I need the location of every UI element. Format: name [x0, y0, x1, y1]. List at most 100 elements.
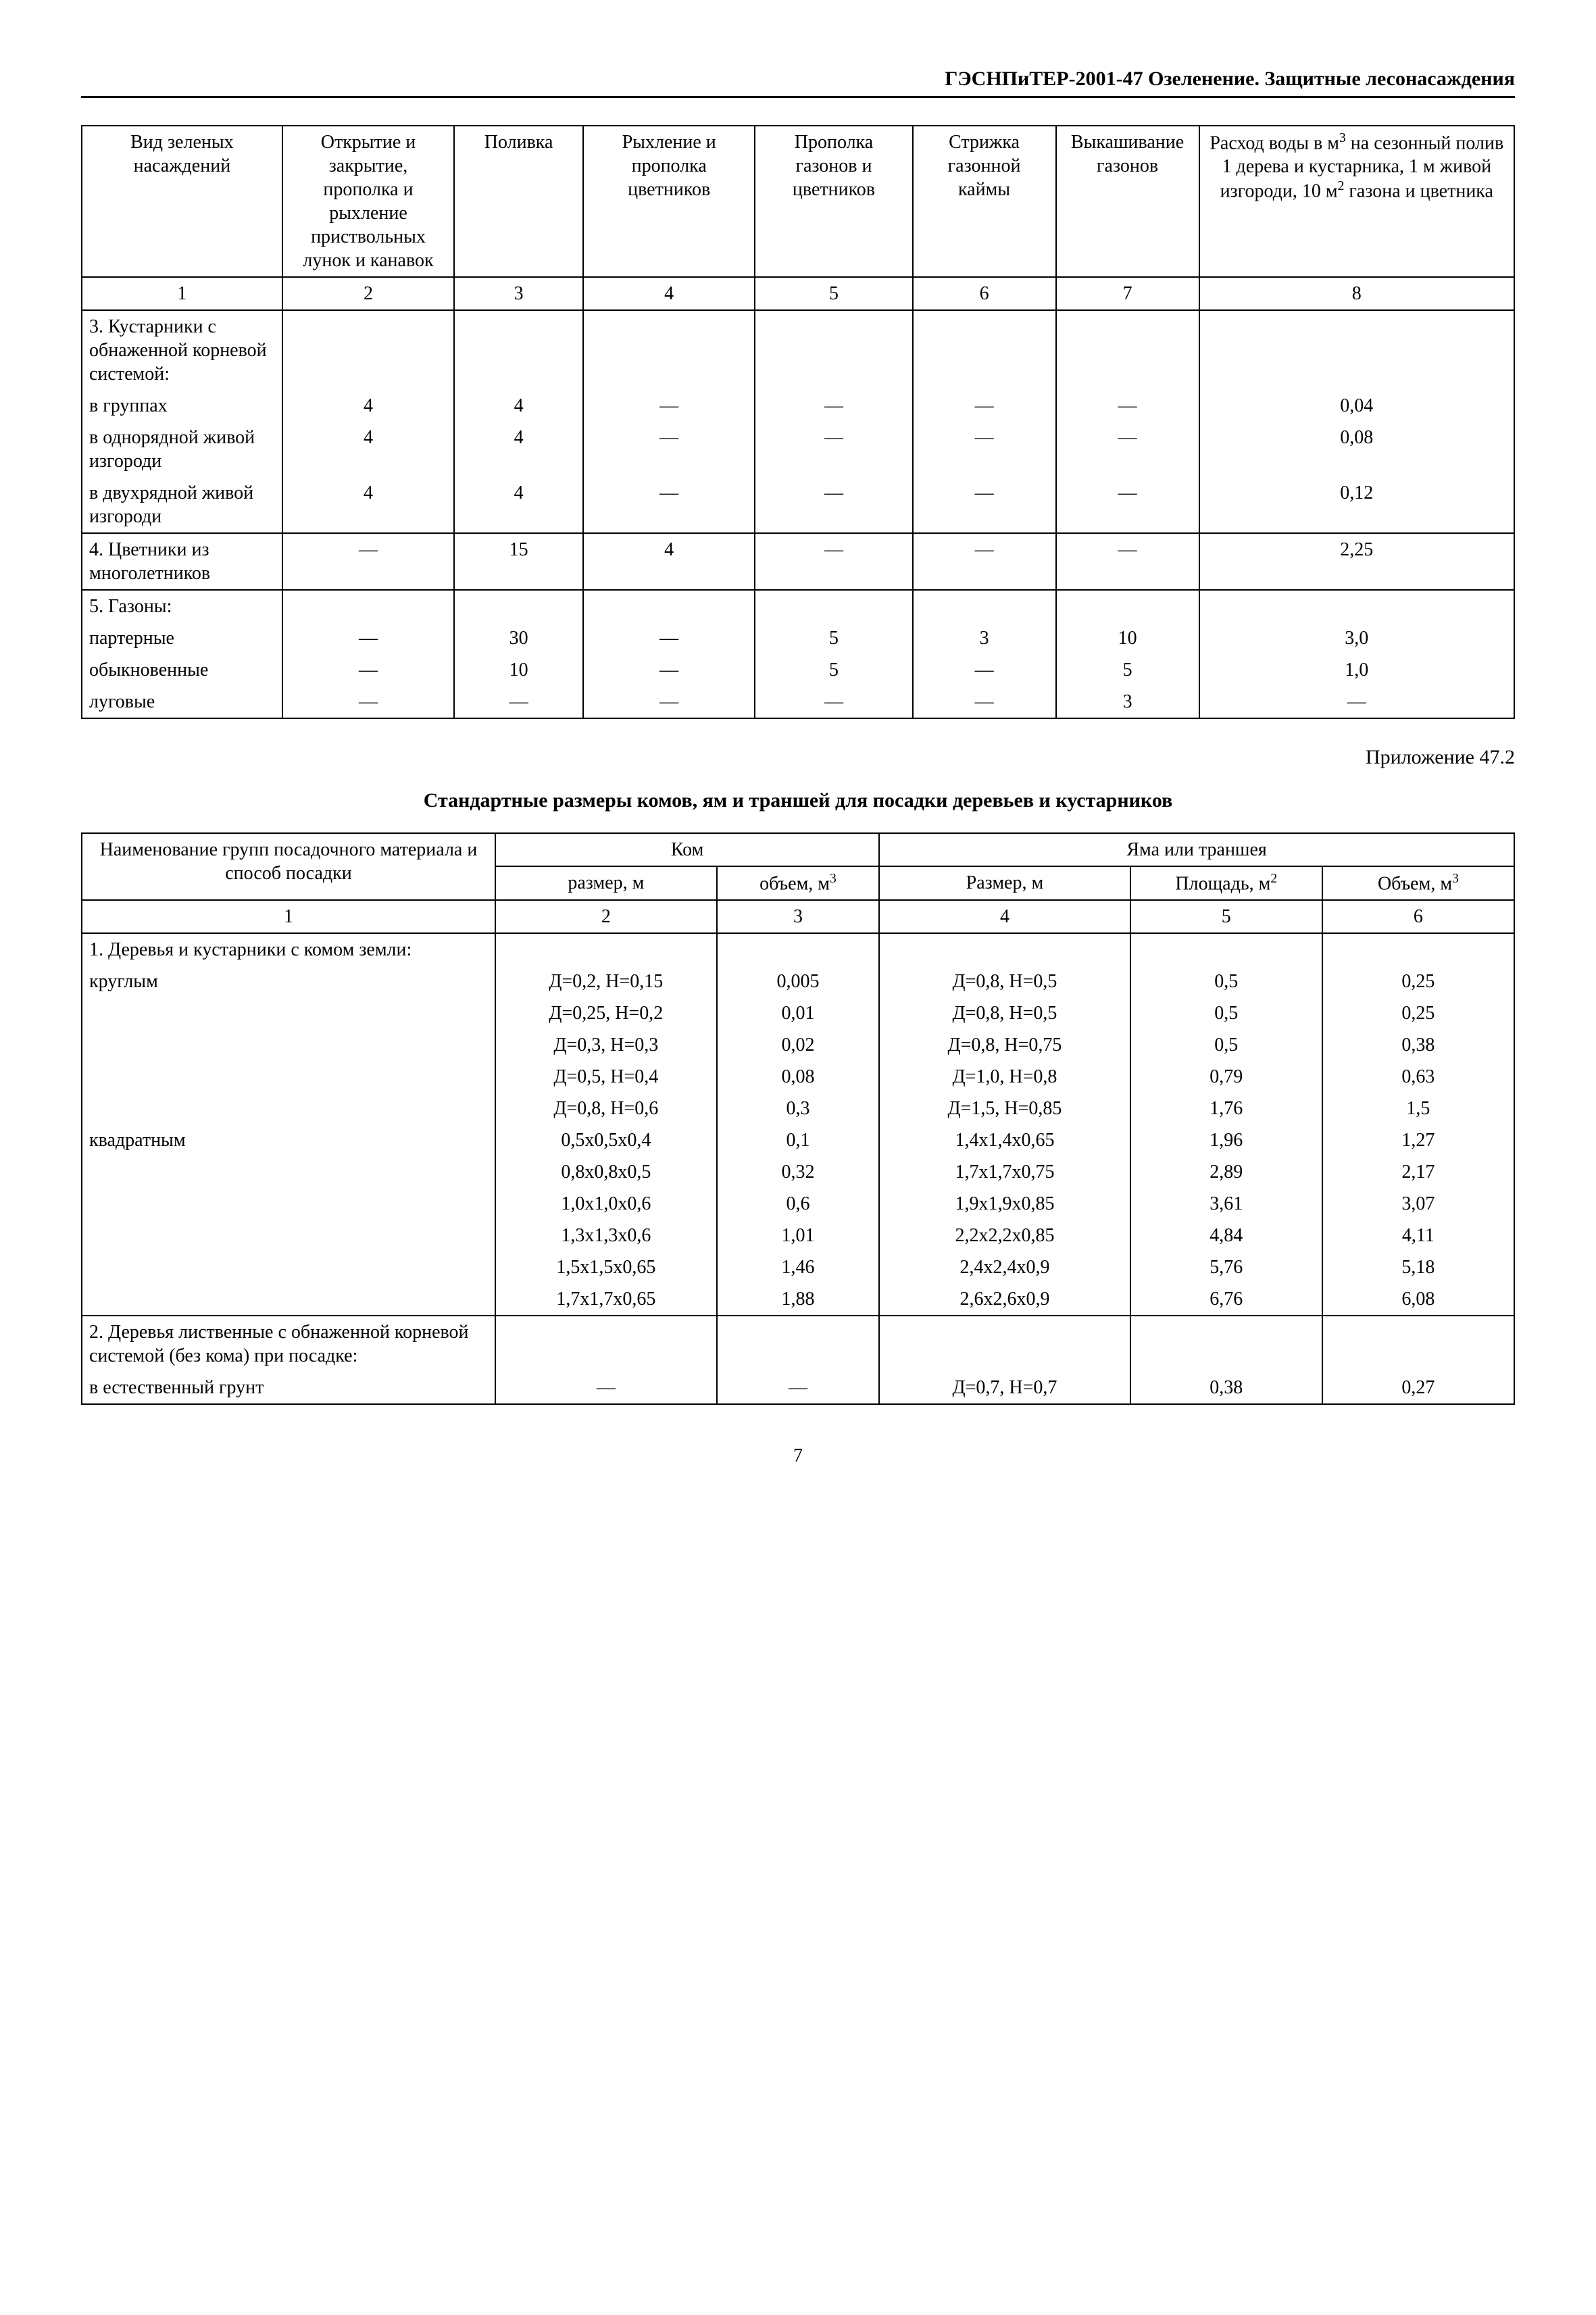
row-cell [1322, 933, 1514, 966]
t1-h2: Открытие и закрытие, прополка и рыхление… [282, 126, 454, 277]
row-cell: 0,6 [717, 1188, 879, 1220]
row-cell: 5,76 [1130, 1251, 1322, 1283]
row-cell [583, 590, 755, 622]
row-cell: — [913, 654, 1056, 686]
row-cell [1199, 590, 1514, 622]
row-cell: 5,18 [1322, 1251, 1514, 1283]
row-cell: 1,7х1,7х0,65 [495, 1283, 717, 1316]
row-cell: 0,5х0,5х0,4 [495, 1124, 717, 1156]
row-cell: 3,07 [1322, 1188, 1514, 1220]
row-cell: — [913, 533, 1056, 590]
row-label [82, 997, 495, 1029]
row-cell: 6,76 [1130, 1283, 1322, 1316]
row-cell: 4 [282, 390, 454, 422]
t2-h1: Наименование групп посадочного материала… [82, 833, 495, 900]
table-1: Вид зеленых насаждений Открытие и закрыт… [81, 125, 1515, 719]
t2-n1: 1 [82, 900, 495, 933]
t1-n4: 4 [583, 277, 755, 310]
row-cell: 2,17 [1322, 1156, 1514, 1188]
row-cell: 3,61 [1130, 1188, 1322, 1220]
row-cell: 0,5 [1130, 997, 1322, 1029]
row-cell: 2,25 [1199, 533, 1514, 590]
row-cell [1056, 590, 1199, 622]
row-cell: — [583, 622, 755, 654]
row-cell [879, 933, 1130, 966]
row-cell: 1,46 [717, 1251, 879, 1283]
row-cell: — [282, 533, 454, 590]
row-cell: 1,5х1,5х0,65 [495, 1251, 717, 1283]
row-cell: 2,89 [1130, 1156, 1322, 1188]
row-cell [454, 590, 583, 622]
row-cell: 1,88 [717, 1283, 879, 1316]
row-cell: 6,08 [1322, 1283, 1514, 1316]
row-cell: — [282, 654, 454, 686]
row-cell: 1,01 [717, 1220, 879, 1251]
row-label: в двухрядной живой изгороди [82, 477, 282, 533]
row-cell: 1,9х1,9х0,85 [879, 1188, 1130, 1220]
t2-yama: Яма или траншея [879, 833, 1514, 866]
t1-n6: 6 [913, 277, 1056, 310]
table-row: обыкновенные—10—5—51,0 [82, 654, 1514, 686]
table-row: Д=0,8, Н=0,60,3Д=1,5, Н=0,851,761,5 [82, 1093, 1514, 1124]
row-cell: 0,38 [1322, 1029, 1514, 1061]
row-cell: 10 [1056, 622, 1199, 654]
row-cell: — [913, 686, 1056, 718]
table-row: в двухрядной живой изгороди44————0,12 [82, 477, 1514, 533]
row-cell: 0,04 [1199, 390, 1514, 422]
row-cell: 0,38 [1130, 1372, 1322, 1404]
row-cell: — [755, 533, 912, 590]
row-label: луговые [82, 686, 282, 718]
row-cell: 1,96 [1130, 1124, 1322, 1156]
row-cell: — [1199, 686, 1514, 718]
row-cell: 1,27 [1322, 1124, 1514, 1156]
row-cell: 1,4х1,4х0,65 [879, 1124, 1130, 1156]
table-row: 1,7х1,7х0,651,882,6х2,6х0,96,766,08 [82, 1283, 1514, 1316]
row-cell: — [913, 422, 1056, 477]
row-cell [1130, 1316, 1322, 1372]
row-label [82, 1093, 495, 1124]
table-row: Д=0,5, Н=0,40,08Д=1,0, Н=0,80,790,63 [82, 1061, 1514, 1093]
row-cell: 0,25 [1322, 966, 1514, 997]
t1-n8: 8 [1199, 277, 1514, 310]
row-cell: 2,4х2,4х0,9 [879, 1251, 1130, 1283]
row-cell: 5 [755, 622, 912, 654]
row-cell: — [495, 1372, 717, 1404]
row-cell [913, 590, 1056, 622]
row-cell: — [755, 390, 912, 422]
t2-n3: 3 [717, 900, 879, 933]
row-cell: 2,6х2,6х0,9 [879, 1283, 1130, 1316]
row-cell: 0,25 [1322, 997, 1514, 1029]
row-cell: 30 [454, 622, 583, 654]
row-cell: Д=0,8, Н=0,5 [879, 997, 1130, 1029]
row-cell: Д=0,25, Н=0,2 [495, 997, 717, 1029]
t2-kom: Ком [495, 833, 879, 866]
t1-n2: 2 [282, 277, 454, 310]
table-row: 3. Кустарники с обнаженной корневой сист… [82, 310, 1514, 390]
row-label [82, 1283, 495, 1316]
row-cell: 4 [282, 477, 454, 533]
row-cell: 0,79 [1130, 1061, 1322, 1093]
table-1-number-row: 1 2 3 4 5 6 7 8 [82, 277, 1514, 310]
row-cell: 4 [454, 477, 583, 533]
row-cell: 1,76 [1130, 1093, 1322, 1124]
row-cell: Д=0,8, Н=0,6 [495, 1093, 717, 1124]
row-cell [1056, 310, 1199, 390]
row-cell: 1,7х1,7х0,75 [879, 1156, 1130, 1188]
table-2-number-row: 1 2 3 4 5 6 [82, 900, 1514, 933]
row-cell: — [1056, 533, 1199, 590]
row-cell: 1,5 [1322, 1093, 1514, 1124]
row-cell: 4 [454, 390, 583, 422]
row-cell: Д=0,2, Н=0,15 [495, 966, 717, 997]
table-row: круглымД=0,2, Н=0,150,005Д=0,8, Н=0,50,5… [82, 966, 1514, 997]
row-label: партерные [82, 622, 282, 654]
appendix-label: Приложение 47.2 [81, 746, 1515, 769]
t1-h6: Стрижка газонной каймы [913, 126, 1056, 277]
t2-h3: объем, м3 [717, 866, 879, 900]
t2-n6: 6 [1322, 900, 1514, 933]
table-row: 5. Газоны: [82, 590, 1514, 622]
row-cell: Д=0,7, Н=0,7 [879, 1372, 1130, 1404]
row-cell [583, 310, 755, 390]
row-cell [1199, 310, 1514, 390]
t2-h5: Площадь, м2 [1130, 866, 1322, 900]
row-label [82, 1156, 495, 1188]
